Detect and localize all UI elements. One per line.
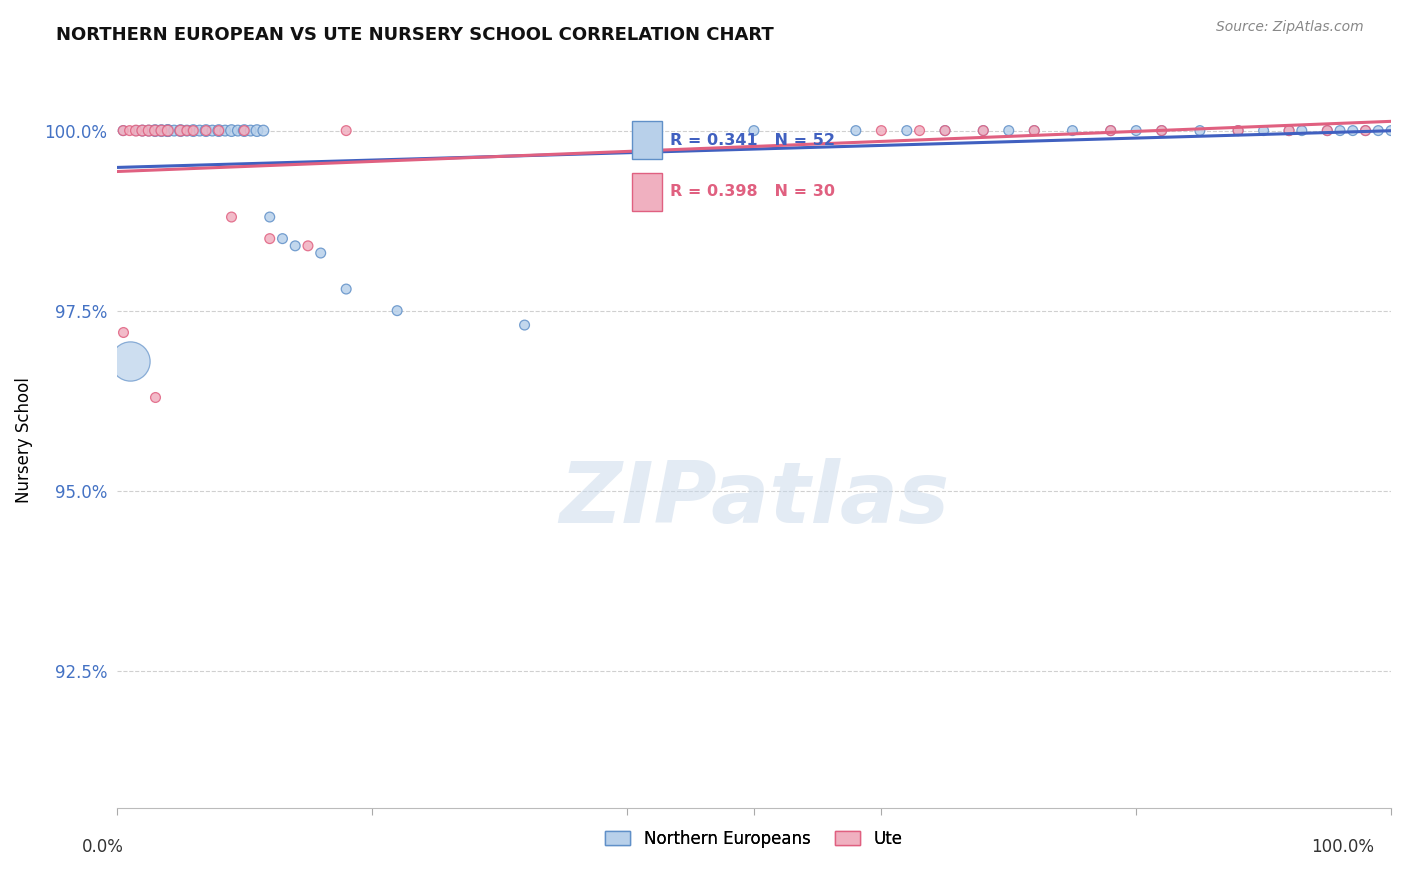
Point	[1316, 123, 1339, 137]
Point	[131, 123, 153, 137]
Point	[1099, 123, 1122, 137]
Point	[239, 123, 262, 137]
Point	[143, 123, 166, 137]
Text: 100.0%: 100.0%	[1312, 838, 1374, 855]
Point	[138, 123, 160, 137]
Point	[181, 123, 204, 137]
Point	[1291, 123, 1313, 137]
Text: ZIPatlas: ZIPatlas	[558, 458, 949, 541]
Point	[118, 354, 141, 368]
Point	[908, 123, 931, 137]
Point	[143, 390, 166, 404]
Point	[150, 123, 173, 137]
Point	[150, 123, 173, 137]
Point	[972, 123, 994, 137]
Point	[188, 123, 211, 137]
Point	[125, 123, 148, 137]
Point	[195, 123, 218, 137]
Point	[1150, 123, 1173, 137]
Point	[118, 123, 141, 137]
Point	[934, 123, 956, 137]
Point	[385, 303, 408, 318]
Point	[1354, 123, 1376, 137]
Text: 0.0%: 0.0%	[82, 838, 124, 855]
Point	[845, 123, 868, 137]
Point	[112, 325, 135, 339]
Point	[233, 123, 256, 137]
Point	[112, 123, 135, 137]
Point	[233, 123, 256, 137]
Point	[195, 123, 218, 137]
Point	[1099, 123, 1122, 137]
Point	[997, 123, 1019, 137]
Point	[1278, 123, 1301, 137]
Point	[309, 246, 332, 260]
Point	[1253, 123, 1275, 137]
Point	[297, 239, 319, 253]
Point	[112, 123, 135, 137]
Point	[125, 123, 148, 137]
Point	[163, 123, 186, 137]
Point	[201, 123, 224, 137]
Point	[156, 123, 179, 137]
Point	[271, 232, 294, 246]
Point	[1367, 123, 1389, 137]
Point	[742, 123, 765, 137]
Point	[1188, 123, 1211, 137]
Point	[176, 123, 198, 137]
Text: NORTHERN EUROPEAN VS UTE NURSERY SCHOOL CORRELATION CHART: NORTHERN EUROPEAN VS UTE NURSERY SCHOOL …	[56, 26, 773, 44]
Point	[1329, 123, 1351, 137]
Point	[138, 123, 160, 137]
Point	[181, 123, 204, 137]
Point	[1316, 123, 1339, 137]
Text: Source: ZipAtlas.com: Source: ZipAtlas.com	[1216, 21, 1364, 34]
Point	[246, 123, 269, 137]
Point	[335, 282, 357, 296]
Point	[259, 210, 281, 224]
Point	[214, 123, 236, 137]
Point	[156, 123, 179, 137]
Point	[208, 123, 231, 137]
Point	[934, 123, 956, 137]
Point	[1150, 123, 1173, 137]
Point	[259, 232, 281, 246]
Point	[1062, 123, 1084, 137]
Point	[335, 123, 357, 137]
Point	[1227, 123, 1250, 137]
Point	[284, 239, 307, 253]
Legend: Northern Europeans, Ute: Northern Europeans, Ute	[599, 823, 910, 855]
Point	[1278, 123, 1301, 137]
Point	[513, 318, 536, 332]
Point	[1341, 123, 1364, 137]
Point	[972, 123, 994, 137]
Point	[896, 123, 918, 137]
Point	[169, 123, 191, 137]
Point	[1024, 123, 1046, 137]
Point	[208, 123, 231, 137]
Point	[156, 123, 179, 137]
Point	[143, 123, 166, 137]
Point	[252, 123, 274, 137]
Point	[1354, 123, 1376, 137]
Point	[1125, 123, 1147, 137]
Point	[870, 123, 893, 137]
Point	[176, 123, 198, 137]
Point	[1024, 123, 1046, 137]
Point	[131, 123, 153, 137]
Point	[1227, 123, 1250, 137]
Point	[221, 123, 243, 137]
Point	[169, 123, 191, 137]
Point	[226, 123, 249, 137]
Y-axis label: Nursery School: Nursery School	[15, 377, 32, 503]
Point	[221, 210, 243, 224]
Point	[1379, 123, 1402, 137]
